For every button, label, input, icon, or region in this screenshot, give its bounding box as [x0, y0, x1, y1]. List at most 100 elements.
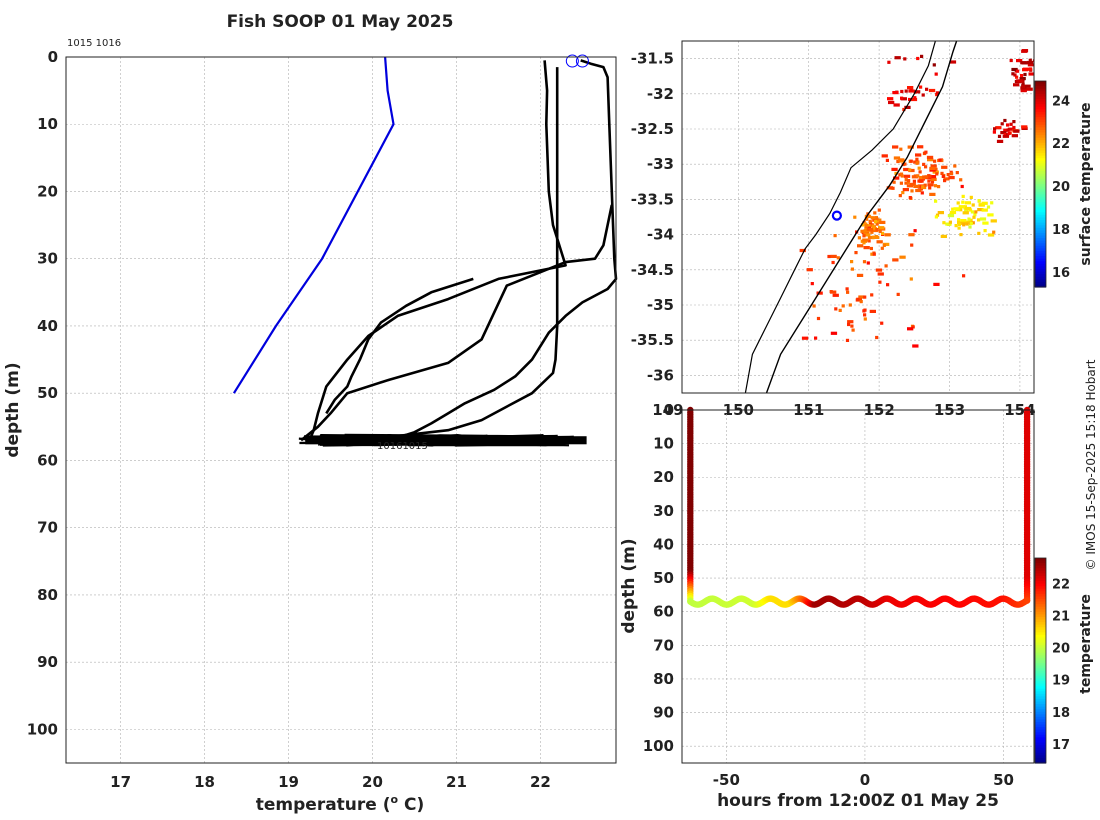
- sst-cell: [904, 89, 908, 93]
- colorbar-step: [1035, 760, 1046, 764]
- section-y-tick-label: 70: [653, 636, 674, 654]
- sst-cell: [996, 139, 1004, 143]
- sst-cell: [871, 228, 879, 233]
- x-tick-label: 20: [362, 773, 383, 791]
- sst-cell: [940, 234, 947, 238]
- sst-cell: [893, 103, 900, 107]
- sst-cell: [816, 316, 821, 321]
- sst-cell: [1021, 125, 1028, 129]
- sst-cell: [870, 252, 874, 256]
- sst-cell: [906, 180, 910, 184]
- section-ylabel: depth (m): [619, 538, 639, 633]
- colorbar-step: [1035, 132, 1046, 136]
- sst-cell: [915, 161, 919, 165]
- sst-cell: [935, 93, 939, 97]
- sst-cell: [928, 186, 932, 190]
- colorbar-tick-label: 16: [1052, 266, 1070, 281]
- colorbar-step: [1035, 122, 1046, 126]
- colorbar-step: [1035, 573, 1046, 577]
- figure-title: Fish SOOP 01 May 2025: [227, 12, 454, 32]
- sst-colorbar-label: surface temperature: [1078, 102, 1094, 265]
- colorbar-step: [1035, 109, 1046, 113]
- y-tick-label: 20: [37, 182, 58, 200]
- colorbar-tick-label: 19: [1052, 674, 1070, 689]
- sst-cell: [927, 158, 934, 162]
- sst-cell: [957, 222, 961, 226]
- section-y-tick-label: 0: [664, 401, 674, 419]
- sst-cell: [857, 244, 864, 248]
- y-tick-label: 70: [37, 519, 58, 537]
- sst-cell: [883, 242, 890, 246]
- section-y-tick-label: 90: [653, 704, 674, 722]
- colorbar-step: [1035, 173, 1046, 177]
- colorbar-step: [1035, 135, 1046, 139]
- colorbar-step: [1035, 575, 1046, 580]
- colorbar-step: [1035, 657, 1046, 662]
- sst-cell: [833, 234, 837, 238]
- sst-cell: [957, 220, 961, 224]
- colorbar-step: [1035, 124, 1046, 128]
- sst-cell: [871, 235, 876, 239]
- colorbar-step: [1035, 624, 1046, 628]
- section-frame: [681, 409, 1035, 764]
- colorbar-step: [1035, 686, 1046, 690]
- sst-cell: [928, 174, 932, 178]
- sst-cell: [1013, 73, 1017, 77]
- sst-cell: [1020, 61, 1027, 65]
- sst-cell: [812, 304, 816, 308]
- colorbar-step: [1035, 742, 1046, 746]
- colorbar-step: [1035, 171, 1046, 175]
- section-tick-labels: -50 0 50 0 10 20 30 40 50 60 70 80 90 100: [643, 401, 1014, 789]
- sst-cell: [990, 219, 997, 223]
- colorbar-step: [1035, 181, 1046, 185]
- sst-cell: [979, 217, 987, 221]
- sst-cell: [910, 97, 918, 102]
- sst-cell: [903, 167, 910, 172]
- sst-cell: [957, 226, 961, 230]
- sst-cell: [911, 175, 919, 179]
- sst-cell: [937, 185, 941, 189]
- sst-cell: [934, 199, 938, 203]
- colorbar-step: [1035, 747, 1046, 751]
- colorbar-step: [1035, 578, 1046, 582]
- section-grid: [682, 409, 1034, 763]
- colorbar-step: [1035, 691, 1046, 695]
- colorbar-step: [1035, 706, 1046, 710]
- colorbar-step: [1035, 248, 1046, 252]
- colorbar-step: [1035, 222, 1046, 226]
- colorbar-step: [1035, 261, 1046, 265]
- sst-cell: [874, 220, 881, 224]
- y-tick-label: 60: [37, 451, 58, 469]
- sst-cell: [872, 252, 876, 256]
- sst-cell: [851, 328, 855, 332]
- sst-cell: [965, 222, 969, 226]
- sst-cell: [1021, 82, 1025, 86]
- colorbar-tick-label: 20: [1052, 180, 1070, 195]
- sst-cell: [861, 223, 865, 227]
- sst-cell: [1028, 72, 1034, 76]
- map-x-tick-label: 149: [652, 401, 683, 419]
- colorbar-step: [1035, 271, 1046, 275]
- sst-cell: [1036, 63, 1039, 66]
- sst-cell: [870, 293, 874, 297]
- colorbar-step: [1035, 158, 1046, 162]
- sst-cell: [921, 93, 925, 97]
- colorbar-step: [1035, 711, 1046, 715]
- colorbar-step: [1035, 722, 1046, 726]
- sst-cell: [951, 207, 955, 211]
- sst-cell: [930, 180, 935, 184]
- sst-cell: [857, 236, 861, 240]
- sst-cell: [878, 226, 885, 230]
- section-points: [687, 406, 1031, 608]
- sst-cell: [955, 171, 959, 175]
- sst-cell: [959, 233, 963, 237]
- colorbar-step: [1035, 276, 1046, 280]
- sst-cell: [862, 238, 869, 242]
- sst-cell: [899, 255, 906, 259]
- colorbar-step: [1035, 99, 1046, 103]
- y-tick-label: 50: [37, 384, 58, 402]
- map-y-tick-label: -34.5: [631, 261, 674, 279]
- colorbar-step: [1035, 668, 1046, 672]
- series-climatology: [232, 56, 395, 394]
